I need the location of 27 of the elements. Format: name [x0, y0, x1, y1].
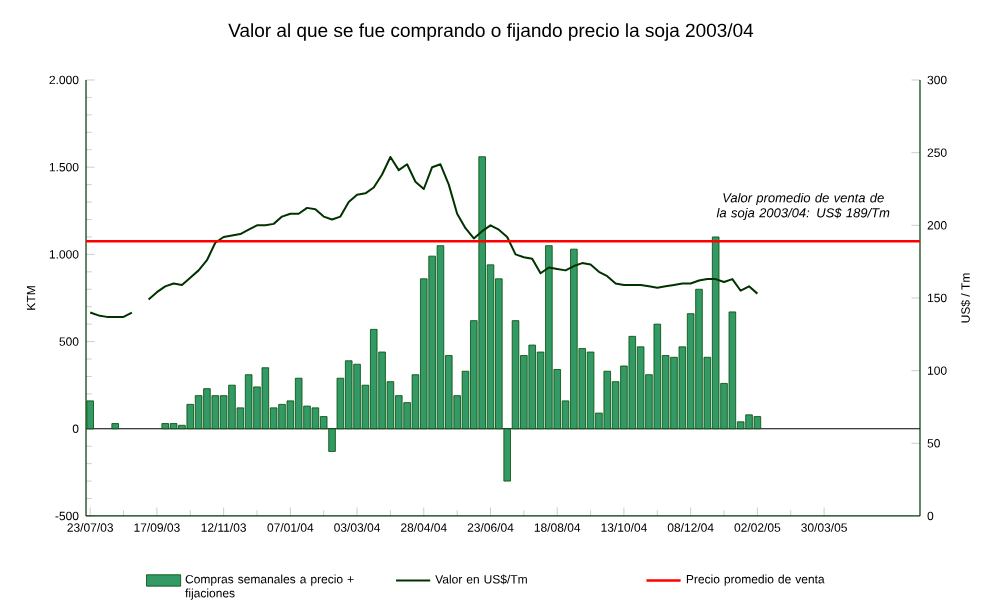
bar [728, 311, 737, 430]
bar [711, 236, 720, 430]
bar [586, 351, 595, 430]
bar [353, 363, 361, 430]
bar [311, 407, 320, 430]
bar [436, 245, 445, 430]
bar [244, 374, 253, 430]
bar [753, 416, 762, 430]
bar [344, 360, 353, 430]
bar [653, 323, 662, 430]
bar [745, 414, 753, 430]
bar [570, 248, 578, 430]
bar [111, 423, 119, 430]
bar [194, 395, 203, 430]
bar [203, 388, 211, 430]
bar [695, 288, 703, 430]
bar [278, 403, 286, 430]
bar [228, 384, 236, 430]
bar [86, 400, 94, 430]
bar [628, 335, 637, 430]
bar [261, 367, 270, 430]
bar [294, 377, 303, 430]
bar [169, 423, 178, 430]
chart-title: Valor al que se fue comprando o fijando precio la soja 2003/04 [228, 23, 754, 41]
bar [545, 245, 553, 430]
bar [211, 395, 220, 430]
bar [478, 156, 486, 430]
